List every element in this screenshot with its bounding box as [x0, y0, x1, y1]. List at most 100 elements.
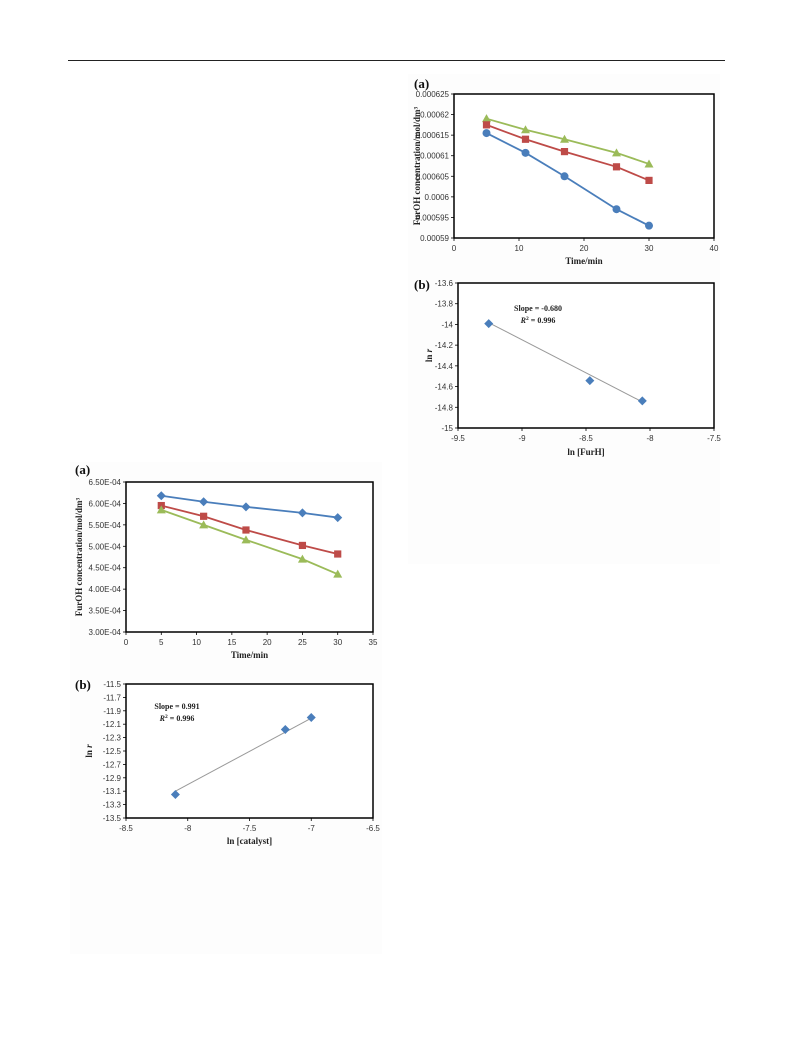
r-squared-annotation: R2 = 0.996	[159, 714, 195, 723]
y-tick-label: -15	[441, 424, 453, 433]
series-1-point	[484, 319, 494, 329]
y-tick-label: -14.4	[435, 362, 454, 371]
x-tick-label: -7.5	[707, 434, 721, 443]
y-tick-label: -11.5	[103, 680, 121, 689]
y-tick-label: -12.3	[103, 734, 122, 743]
y-axis-label: FurOH concentration/mol/dm³	[74, 497, 84, 616]
y-axis-label: FurOH concentration/mol/dm³	[412, 106, 422, 225]
x-tick-label: -7	[308, 824, 316, 833]
x-tick-label: 0	[452, 244, 457, 253]
y-tick-label: -14	[441, 320, 453, 329]
series-2-point	[298, 541, 307, 550]
x-tick-label: -8.5	[579, 434, 593, 443]
series-3-point	[297, 554, 307, 563]
x-tick-label: -9	[518, 434, 526, 443]
x-tick-label: 30	[645, 244, 654, 253]
y-tick-label: 5.50E-04	[89, 521, 122, 530]
series-1-point	[297, 508, 307, 518]
series-1-point	[306, 713, 316, 722]
r-squared-annotation: R2 = 0.996	[520, 316, 556, 325]
y-tick-label: -13.8	[435, 300, 454, 309]
x-axis-label: ln [catalyst]	[227, 836, 272, 846]
y-tick-label: 0.000595	[416, 213, 450, 222]
y-tick-label: -12.1	[103, 720, 122, 729]
series-1-point	[644, 159, 654, 168]
series-1-point	[521, 125, 530, 134]
x-tick-label: 35	[369, 638, 378, 647]
slope-annotation: Slope = -0.680	[514, 304, 562, 313]
x-tick-label: 40	[710, 244, 719, 253]
series-1-point	[170, 790, 180, 800]
y-tick-label: 0.00062	[420, 111, 449, 120]
x-axis-label: Time/min	[231, 650, 268, 660]
chart-time-vs-furoh-bottom: (a) 0 5 10 15 20 25 30 35 3.00E-04 3.50E-04 4.00E-0…	[74, 462, 378, 660]
series-3-point	[482, 129, 491, 138]
panel-label: (a)	[75, 462, 90, 477]
y-tick-label: -13.3	[103, 801, 122, 810]
x-tick-label: 10	[192, 638, 201, 647]
series-1-point	[560, 134, 569, 143]
panel-label: (b)	[75, 677, 91, 692]
series-1-point	[156, 491, 166, 501]
y-tick-label: -14.6	[435, 383, 454, 392]
y-tick-label: -12.9	[103, 774, 122, 783]
x-tick-label: 30	[333, 638, 342, 647]
y-axis-label: ln r	[84, 744, 94, 758]
series-2-point	[645, 176, 653, 184]
x-tick-label: -8.5	[119, 824, 133, 833]
series-2-point	[200, 512, 208, 520]
series-3-point	[156, 505, 166, 514]
y-tick-label: 0.00061	[420, 152, 449, 161]
x-tick-label: -9.5	[451, 434, 465, 443]
series-3-point	[521, 148, 530, 157]
y-tick-label: -11.7	[103, 693, 121, 702]
series-3-point	[645, 221, 653, 230]
x-tick-label: -6.5	[366, 824, 380, 833]
y-tick-label: -13.5	[103, 814, 122, 823]
series-3-point	[612, 205, 621, 214]
y-tick-label: 4.50E-04	[89, 564, 122, 573]
x-tick-label: -7.5	[243, 824, 257, 833]
y-tick-label: -11.9	[103, 707, 121, 716]
y-tick-label: 0.000625	[416, 90, 450, 99]
series-2-point	[242, 526, 250, 534]
slope-annotation: Slope = 0.991	[154, 702, 199, 711]
series-1-point	[333, 513, 343, 523]
series-1-point	[585, 376, 595, 386]
panel-label: (a)	[414, 76, 429, 91]
y-tick-label: 3.00E-04	[89, 628, 122, 637]
series-2-point	[482, 121, 491, 129]
x-tick-label: -8	[646, 434, 654, 443]
series-1-point	[482, 114, 491, 123]
y-tick-label: -13.1	[103, 787, 122, 796]
series-1-point	[612, 148, 621, 157]
y-tick-label: 0.000605	[416, 172, 450, 181]
y-tick-label: 0.000615	[416, 131, 450, 140]
y-tick-label: -14.8	[435, 403, 454, 412]
x-tick-label: 0	[124, 638, 129, 647]
header-rule	[68, 60, 725, 61]
chart-lnr-vs-lnfurh: (b) -9.5 -9 -8.5 -8 -7.5 -15 -14.8 -14.6 -14.4 -14…	[414, 277, 721, 457]
trend-line	[488, 322, 643, 403]
y-tick-label: 3.50E-04	[89, 607, 122, 616]
y-tick-label: -12.5	[103, 747, 122, 756]
chart-lnr-vs-lncatalyst: (b) -8.5 -8 -7.5 -7 -6.5 -13.5 -13.3 -13.1 -12.9 -…	[75, 677, 380, 846]
x-tick-label: -8	[184, 824, 192, 833]
x-tick-label: 5	[159, 638, 164, 647]
x-tick-label: 10	[515, 244, 524, 253]
series-3-point	[333, 569, 343, 578]
x-tick-label: 20	[580, 244, 589, 253]
series-2-point	[612, 163, 621, 171]
y-tick-label: -14.2	[435, 341, 454, 350]
y-tick-label: 0.00059	[420, 234, 449, 243]
chart-time-vs-furoh-top: (a) 0 10 20 30 40 0.00059 0.000595 0.0006 0.00060…	[412, 76, 719, 266]
series-3-point	[241, 535, 251, 544]
series-3-point	[199, 520, 209, 529]
panel-label: (b)	[414, 277, 430, 292]
series-2-point	[560, 148, 569, 156]
series-1-point	[241, 502, 251, 512]
x-axis-label: Time/min	[565, 256, 602, 266]
y-tick-label: 0.0006	[425, 193, 450, 202]
y-tick-label: 5.00E-04	[89, 542, 122, 551]
plot-area	[457, 282, 715, 429]
